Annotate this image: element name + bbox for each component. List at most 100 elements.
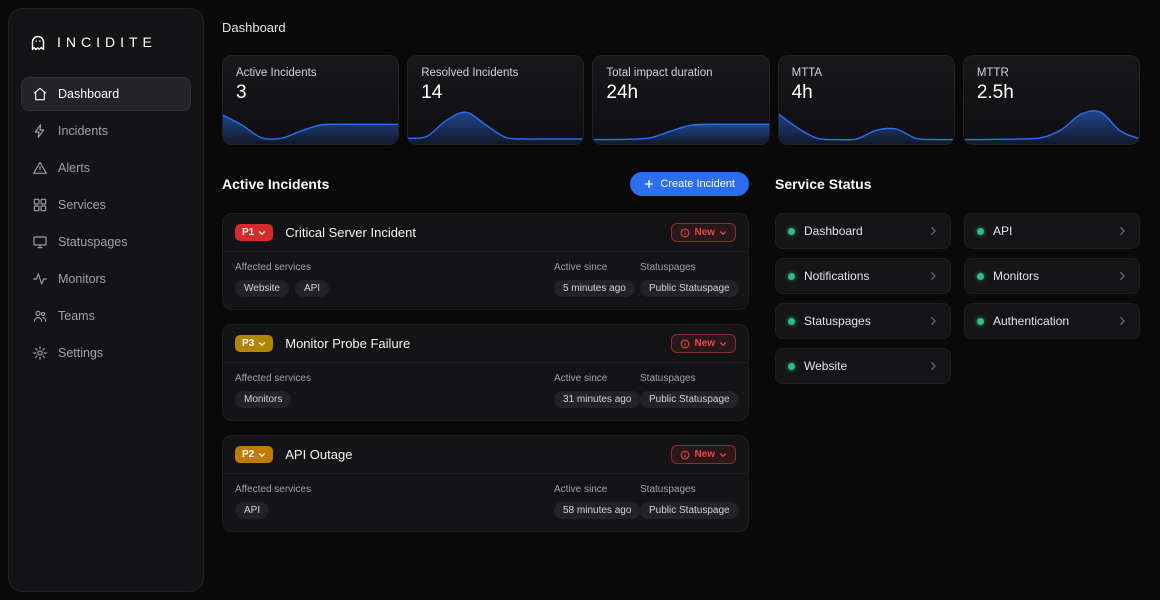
stat-value: 2.5h (976, 82, 1014, 103)
statuspages-tags: Public Statuspage (640, 502, 739, 519)
service-item-website[interactable]: Website (775, 348, 951, 384)
affected-services-label: Affected services (235, 484, 311, 495)
active-since-label: Active since (554, 262, 608, 273)
incident-title: API Outage (285, 447, 353, 462)
tag: Public Statuspage (640, 280, 739, 297)
stat-value: 14 (421, 82, 443, 103)
affected-services-tags: Website API (235, 280, 554, 297)
service-status-section: Service Status Dashboard API Notifications… (775, 171, 1140, 546)
plus-icon (644, 179, 654, 189)
service-item-api[interactable]: API (964, 213, 1140, 249)
status-dot-operational (977, 272, 984, 280)
incident-status-label: New (694, 338, 715, 349)
stat-sparkline (593, 108, 769, 144)
incident-header: P2 API Outage New (223, 436, 748, 474)
active-since-column: Active since 58 minutes ago (554, 484, 641, 519)
statuspages-column: Statuspages Public Statuspage (640, 484, 739, 519)
chevron-right-icon (928, 361, 938, 371)
active-since-column: Active since 31 minutes ago (554, 373, 641, 408)
stat-card-active-incidents: Active Incidents 3 (222, 55, 400, 145)
stat-sparkline (778, 108, 954, 144)
stat-label: Resolved Incidents (421, 67, 519, 79)
service-status-title: Service Status (775, 176, 872, 192)
sidebar-item-label: Services (58, 198, 106, 212)
affected-services-tags: Monitors (235, 391, 554, 408)
active-incidents-header: Active Incidents Create Incident (222, 171, 749, 197)
priority-badge[interactable]: P2 (235, 446, 274, 463)
info-icon (680, 228, 690, 238)
incident-status-badge[interactable]: New (671, 223, 736, 242)
stats-row: Active Incidents 3 Resolved Incidents 14 Tot… (222, 55, 1141, 145)
service-name: Monitors (993, 269, 1040, 283)
sidebar-item-label: Dashboard (58, 87, 120, 101)
sidebar-item-dashboard[interactable]: Dashboard (21, 77, 191, 111)
statuspages-column: Statuspages Public Statuspage (640, 373, 739, 408)
service-item-monitors[interactable]: Monitors (964, 258, 1140, 294)
service-item-statuspages[interactable]: Statuspages (775, 303, 951, 339)
stat-value: 3 (236, 82, 247, 103)
chevron-down-icon (719, 340, 727, 348)
priority-label: P3 (242, 338, 255, 349)
home-icon (32, 86, 48, 102)
people-icon (32, 308, 48, 324)
incident-body: Affected services Website API Active since 5… (223, 252, 748, 309)
chevron-right-icon (1117, 271, 1127, 281)
priority-label: P2 (242, 449, 255, 460)
sidebar-item-incidents[interactable]: Incidents (21, 114, 191, 148)
incident-title: Critical Server Incident (285, 225, 417, 240)
statuspages-column: Statuspages Public Statuspage (640, 262, 739, 297)
stat-sparkline (963, 108, 1140, 144)
priority-badge[interactable]: P3 (235, 335, 274, 352)
sidebar: INCIDITE Dashboard Incidents Alerts Service… (8, 8, 204, 592)
chevron-down-icon (719, 451, 727, 459)
active-incidents-title: Active Incidents (222, 176, 330, 192)
bolt-icon (32, 123, 48, 139)
sidebar-item-services[interactable]: Services (21, 188, 191, 222)
gear-icon (32, 345, 48, 361)
sidebar-item-label: Statuspages (58, 235, 128, 249)
stat-label: Active Incidents (236, 67, 317, 79)
service-item-dashboard[interactable]: Dashboard (775, 213, 951, 249)
page-title: Dashboard (222, 20, 286, 35)
logo-text: INCIDITE (57, 34, 157, 50)
chevron-down-icon (258, 340, 266, 348)
grid-icon (32, 197, 48, 213)
stat-value: 24h (606, 82, 639, 103)
stat-card-resolved-incidents: Resolved Incidents 14 (407, 55, 585, 145)
incident-body: Affected services Monitors Active since 31 … (223, 363, 748, 420)
affected-services-label: Affected services (235, 373, 311, 384)
tag: 5 minutes ago (554, 280, 635, 297)
incident-body: Affected services API Active since 58 minut… (223, 474, 748, 531)
service-item-authentication[interactable]: Authentication (964, 303, 1140, 339)
tag: Public Statuspage (640, 502, 739, 519)
sidebar-item-teams[interactable]: Teams (21, 299, 191, 333)
incident-status-badge[interactable]: New (671, 445, 736, 464)
priority-badge[interactable]: P1 (235, 224, 274, 241)
stat-label: MTTA (791, 67, 823, 79)
tag: API (294, 280, 330, 297)
service-name: Dashboard (804, 224, 863, 238)
sidebar-item-settings[interactable]: Settings (21, 336, 191, 370)
tag: 58 minutes ago (554, 502, 641, 519)
sidebar-item-statuspages[interactable]: Statuspages (21, 225, 191, 259)
sidebar-item-alerts[interactable]: Alerts (21, 151, 191, 185)
incident-status-badge[interactable]: New (671, 334, 736, 353)
active-since-value: 58 minutes ago (554, 502, 641, 519)
stat-label: Total impact duration (606, 67, 713, 79)
sidebar-item-label: Incidents (58, 124, 109, 138)
tag: Website (235, 280, 289, 297)
stat-sparkline (408, 108, 584, 144)
create-incident-label: Create Incident (660, 178, 735, 190)
info-icon (680, 339, 690, 349)
sidebar-item-monitors[interactable]: Monitors (21, 262, 191, 296)
main-content: Dashboard Active Incidents 3 Resolved Inci… (204, 0, 1160, 600)
statuspages-label: Statuspages (640, 262, 696, 273)
create-incident-button[interactable]: Create Incident (630, 172, 749, 196)
service-item-notifications[interactable]: Notifications (775, 258, 951, 294)
sidebar-nav: Dashboard Incidents Alerts Services Statuspa… (21, 77, 191, 370)
active-since-value: 5 minutes ago (554, 280, 640, 297)
tag: API (235, 502, 270, 519)
service-name: Notifications (804, 269, 870, 283)
statuspages-tags: Public Statuspage (640, 391, 739, 408)
